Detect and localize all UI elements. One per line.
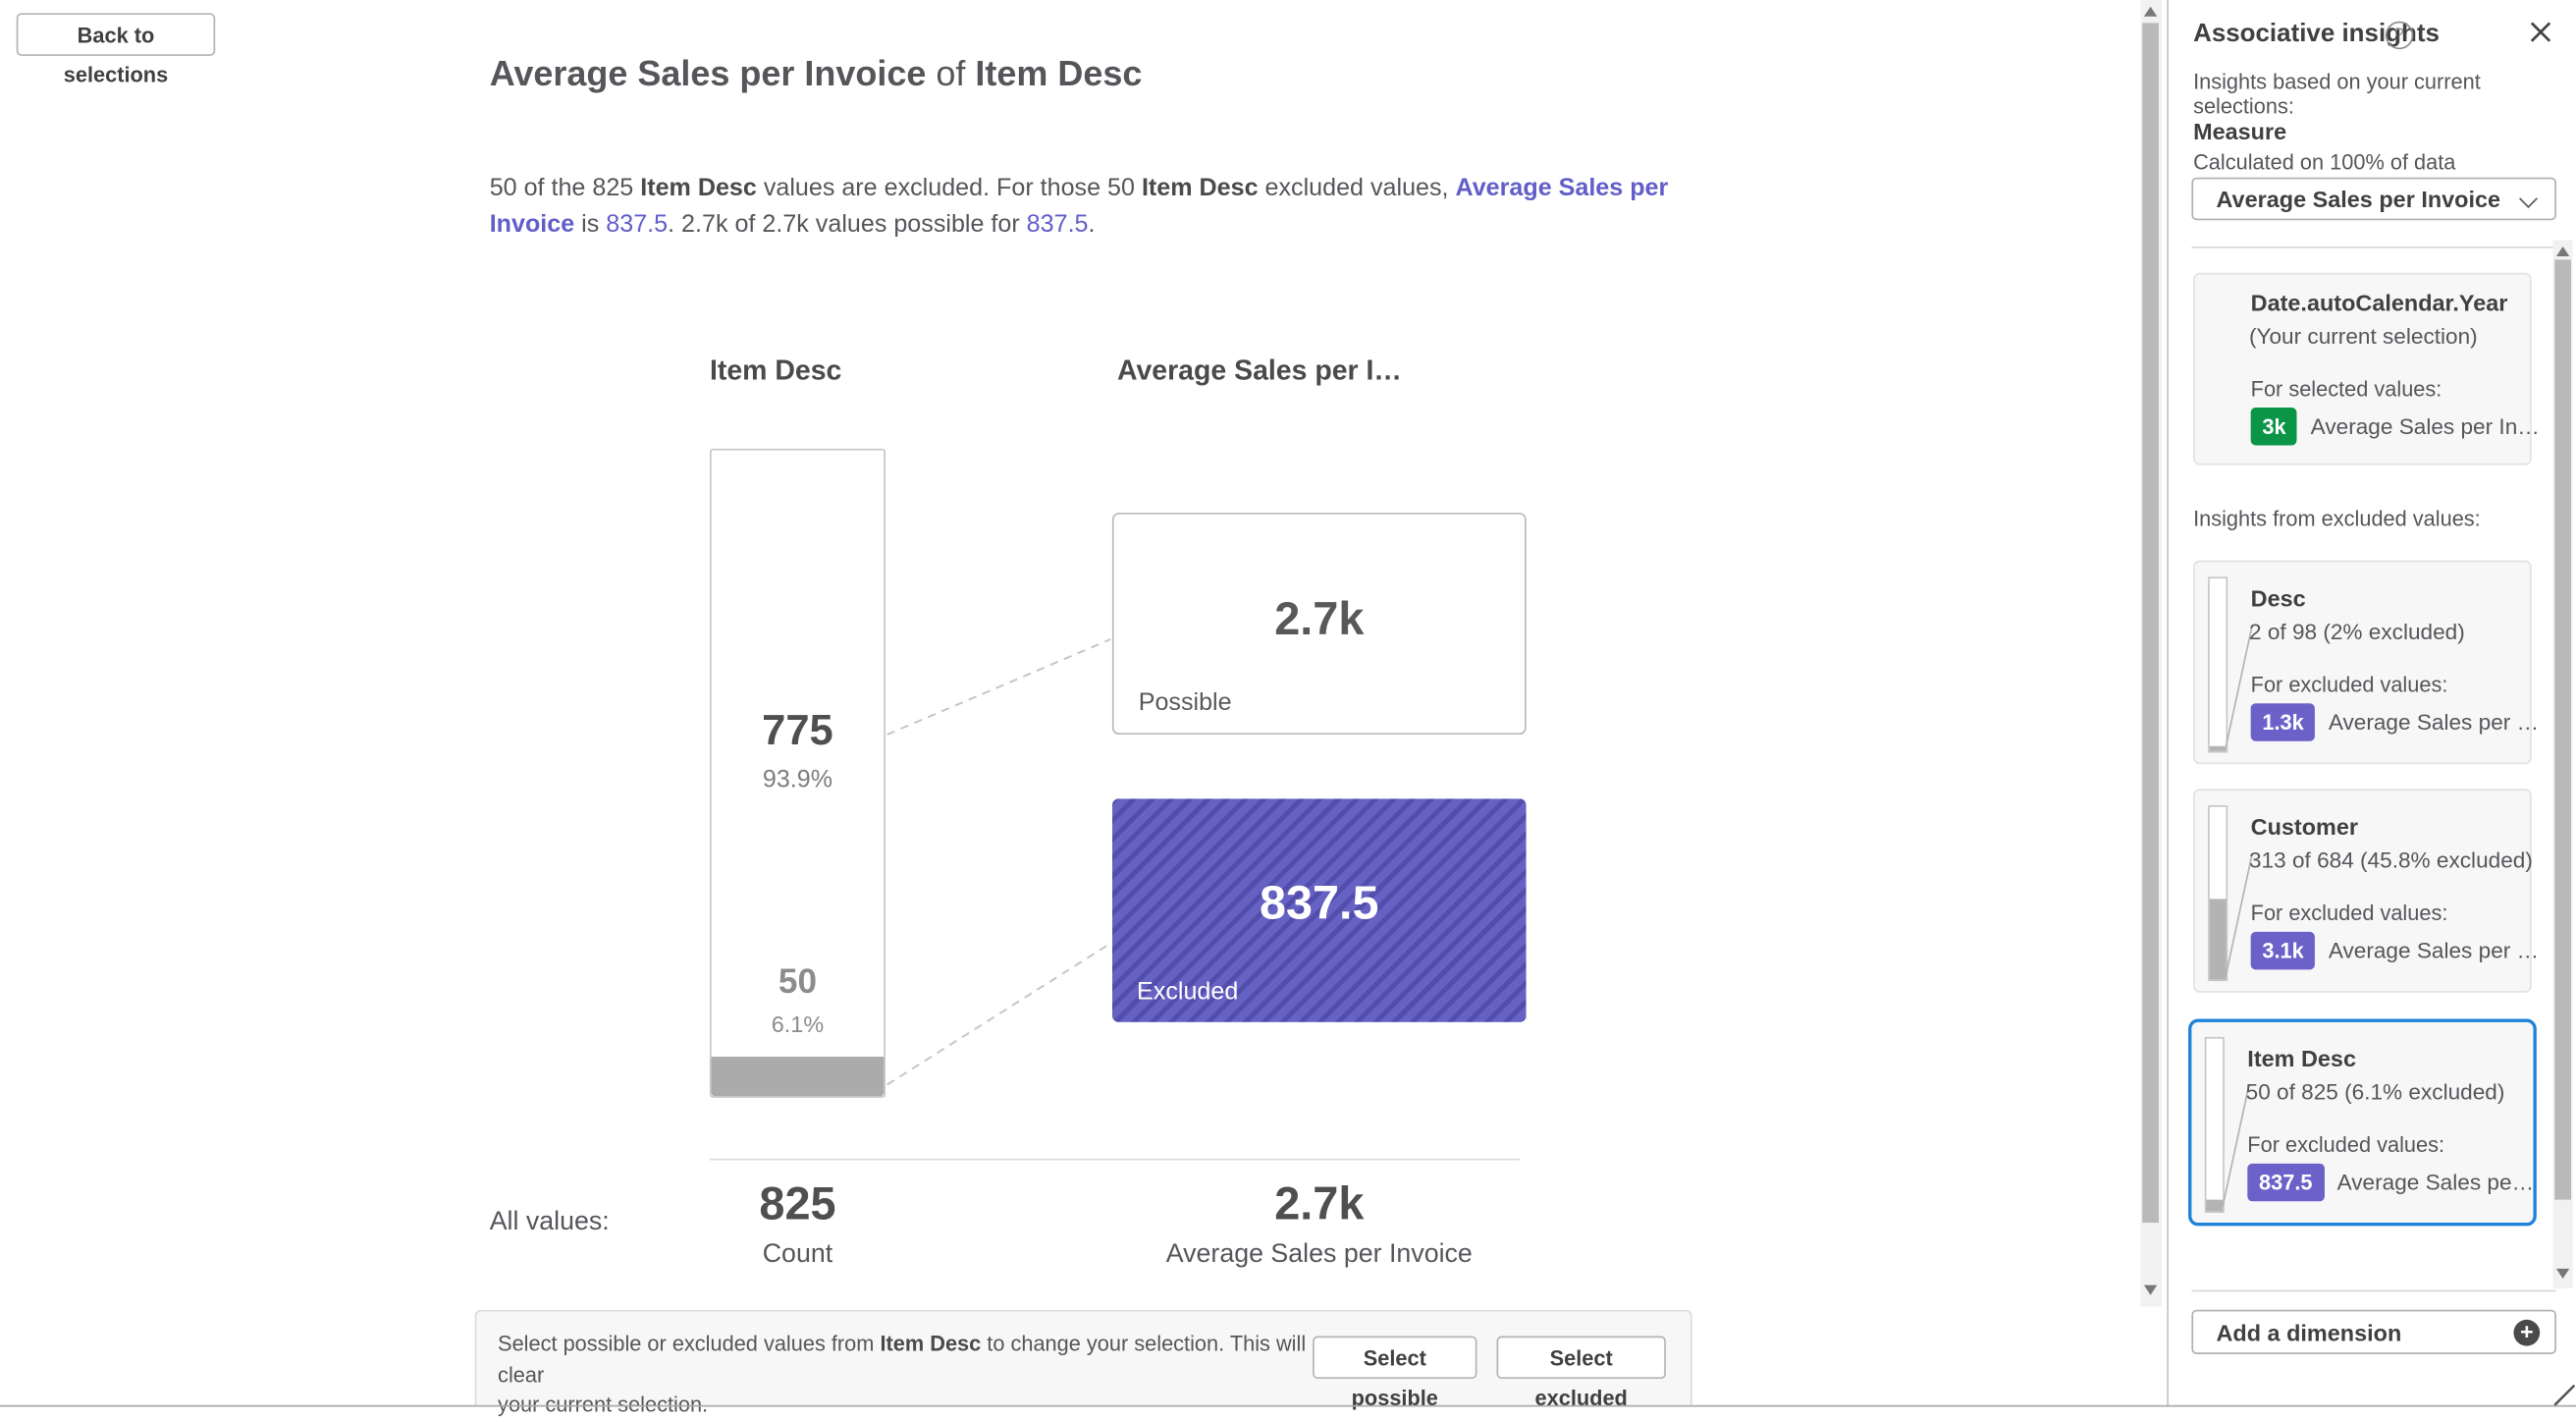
measure-column-header: Average Sales per I… xyxy=(1116,355,1402,387)
card-for-label: For excluded values: xyxy=(2250,672,2448,697)
page-title: Average Sales per Invoice of Item Desc xyxy=(490,54,1143,95)
included-percent: 93.9% xyxy=(762,765,833,794)
summary-text: . xyxy=(1088,210,1096,239)
summary-dimension: Item Desc xyxy=(1141,174,1259,202)
kpi-badge: 1.3k xyxy=(2250,703,2316,741)
excluded-insights-heading: Insights from excluded values: xyxy=(2193,506,2481,531)
help-icon[interactable]: ? xyxy=(2385,21,2414,50)
resize-grip[interactable] xyxy=(2553,1384,2576,1406)
select-possible-button[interactable]: Select possible xyxy=(1313,1336,1477,1410)
card-measure: Average Sales per … xyxy=(2328,709,2540,736)
summary-text: values are excluded. For those 50 xyxy=(756,174,1142,202)
summary-text: excluded values, xyxy=(1258,174,1456,202)
average-label: Average Sales per Invoice xyxy=(1165,1240,1473,1269)
measure-note: Calculated on 100% of data xyxy=(2193,149,2456,175)
dimension-column-header: Item Desc xyxy=(709,355,842,387)
panel-divider xyxy=(2191,1289,2556,1292)
card-subtitle: (Your current selection) xyxy=(2248,323,2478,349)
all-values-label: All values: xyxy=(489,1207,610,1236)
excluded-bar-segment[interactable] xyxy=(711,1057,885,1097)
title-connector: of xyxy=(926,54,976,94)
measure-dropdown[interactable]: Average Sales per Invoice xyxy=(2191,177,2556,221)
excluded-count: 50 xyxy=(778,962,818,1002)
kpi-badge: 3.1k xyxy=(2250,931,2316,970)
main-scrollbar-thumb[interactable] xyxy=(2142,23,2159,1224)
main-content-area: Back to selections Average Sales per Inv… xyxy=(16,0,2163,1417)
measure-section-label: Measure xyxy=(2193,118,2287,145)
card-title: Customer xyxy=(2250,813,2359,841)
add-dimension-label: Add a dimension xyxy=(2216,1319,2402,1346)
summary-text: 50 of the 825 xyxy=(489,174,641,202)
excluded-value-box[interactable]: 837.5 Excluded xyxy=(1111,798,1527,1022)
insight-card-current-selection[interactable]: Date.autoCalendar.Year (Your current sel… xyxy=(2193,272,2540,465)
title-dimension: Item Desc xyxy=(975,54,1143,94)
measure-link[interactable]: Average Sales per xyxy=(1455,174,1669,202)
associative-insights-panel: Associative insights ? Insights based on… xyxy=(2167,0,2576,1407)
value-link[interactable]: 837.5 xyxy=(606,210,669,239)
excluded-percent: 6.1% xyxy=(771,1011,825,1037)
selection-action-bar: Select possible or excluded values from … xyxy=(474,1309,1692,1417)
kpi-badge: 837.5 xyxy=(2247,1163,2325,1202)
card-title: Desc xyxy=(2250,584,2306,612)
all-values-average: 2.7k xyxy=(1274,1177,1365,1230)
all-values-count: 825 xyxy=(759,1177,836,1230)
back-to-selections-button[interactable]: Back to selections xyxy=(16,13,216,87)
card-for-label: For excluded values: xyxy=(2250,901,2448,926)
mini-bar xyxy=(2208,804,2228,982)
hint-text: Select possible or excluded values from xyxy=(498,1331,881,1356)
insight-summary-text: 50 of the 825 Item Desc values are exclu… xyxy=(490,171,1673,244)
measure-link[interactable]: Invoice xyxy=(489,210,575,239)
panel-scrollbar-thumb[interactable] xyxy=(2554,259,2571,1200)
scroll-up-arrow[interactable] xyxy=(2143,6,2158,17)
card-subtitle: 2 of 98 (2% excluded) xyxy=(2248,619,2465,644)
possible-value: 2.7k xyxy=(1274,593,1365,644)
card-measure: Average Sales per In… xyxy=(2310,413,2540,439)
count-label: Count xyxy=(762,1240,833,1269)
panel-subtitle: Insights based on your current selection… xyxy=(2193,69,2481,119)
window-bottom-edge xyxy=(0,1403,2576,1407)
measure-dropdown-value: Average Sales per Invoice xyxy=(2216,186,2501,212)
chart-divider xyxy=(709,1158,1520,1161)
excluded-label: Excluded xyxy=(1137,977,1239,1007)
mini-bar xyxy=(2204,1036,2225,1214)
card-title: Item Desc xyxy=(2247,1045,2357,1072)
excluded-value: 837.5 xyxy=(1260,877,1379,931)
included-count: 775 xyxy=(762,704,833,755)
close-icon[interactable] xyxy=(2530,22,2551,43)
hint-dimension: Item Desc xyxy=(880,1331,982,1356)
insight-card-item-desc[interactable]: Item Desc 50 of 825 (6.1% excluded) For … xyxy=(2188,1018,2537,1227)
scroll-down-arrow[interactable] xyxy=(2555,1268,2569,1279)
scroll-down-arrow[interactable] xyxy=(2143,1284,2158,1295)
card-measure: Average Sales pe… xyxy=(2336,1170,2535,1195)
value-link[interactable]: 837.5 xyxy=(1026,210,1089,239)
add-dimension-button[interactable]: Add a dimension + xyxy=(2191,1309,2556,1354)
hint-text: to change your selection. This will clea… xyxy=(498,1331,1307,1387)
card-for-label: For excluded values: xyxy=(2247,1132,2445,1158)
chevron-down-icon xyxy=(2519,190,2538,208)
possible-value-box[interactable]: 2.7k Possible xyxy=(1111,513,1527,736)
main-scrollbar[interactable] xyxy=(2140,0,2163,1307)
panel-divider xyxy=(2191,246,2556,248)
card-subtitle: 313 of 684 (45.8% excluded) xyxy=(2248,847,2533,873)
title-measure: Average Sales per Invoice xyxy=(489,54,927,94)
summary-text: is xyxy=(574,210,607,239)
card-measure: Average Sales per … xyxy=(2328,938,2540,963)
panel-scrollbar[interactable] xyxy=(2552,240,2573,1288)
card-title: Date.autoCalendar.Year xyxy=(2250,289,2508,316)
card-subtitle: 50 of 825 (6.1% excluded) xyxy=(2245,1079,2505,1105)
card-for-label: For selected values: xyxy=(2250,376,2442,402)
selection-hint-text: Select possible or excluded values from … xyxy=(498,1330,1319,1421)
scroll-up-arrow[interactable] xyxy=(2555,246,2569,257)
summary-dimension: Item Desc xyxy=(640,174,757,202)
dimension-bar[interactable]: 775 93.9% 50 6.1% xyxy=(709,448,886,1098)
mini-bar xyxy=(2208,576,2228,753)
plus-icon: + xyxy=(2513,1319,2541,1346)
insight-card-desc[interactable]: Desc 2 of 98 (2% excluded) For excluded … xyxy=(2193,560,2539,765)
summary-text: . 2.7k of 2.7k values possible for xyxy=(668,210,1027,239)
insight-card-customer[interactable]: Customer 313 of 684 (45.8% excluded) For… xyxy=(2193,789,2539,993)
select-excluded-button[interactable]: Select excluded xyxy=(1496,1336,1666,1410)
possible-label: Possible xyxy=(1138,688,1232,717)
kpi-badge: 3k xyxy=(2250,408,2298,446)
